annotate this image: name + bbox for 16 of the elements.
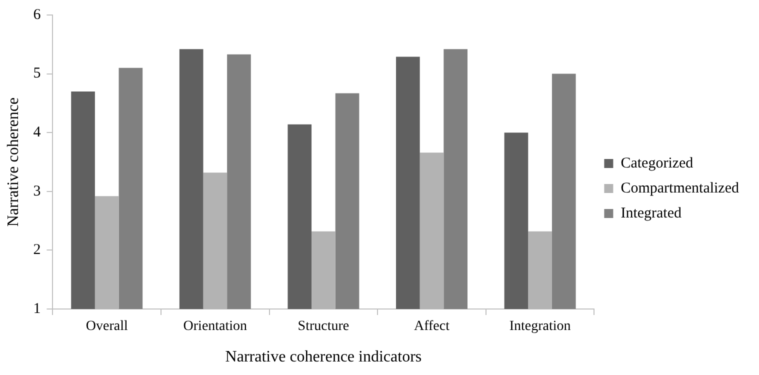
x-tick-label: Overall — [86, 319, 128, 334]
y-tick-label: 6 — [33, 6, 42, 23]
y-axis-title: Narrative coherence — [4, 97, 22, 227]
x-tick-label: Orientation — [183, 319, 248, 334]
y-tick-label: 3 — [33, 183, 41, 200]
y-tick-label: 5 — [33, 66, 41, 82]
legend-label: Categorized — [620, 155, 694, 172]
x-axis-title: Narrative coherence indicators — [225, 348, 422, 366]
x-tick-label: Structure — [298, 319, 350, 334]
y-tick-label: 4 — [33, 124, 42, 141]
legend-label: Compartmentalized — [620, 180, 740, 196]
y-tick-label: 2 — [33, 242, 41, 258]
x-tick-label: Affect — [414, 319, 450, 334]
legend-label: Integrated — [620, 205, 682, 222]
x-tick-label: Integration — [509, 319, 571, 334]
y-tick-label: 1 — [33, 300, 41, 317]
